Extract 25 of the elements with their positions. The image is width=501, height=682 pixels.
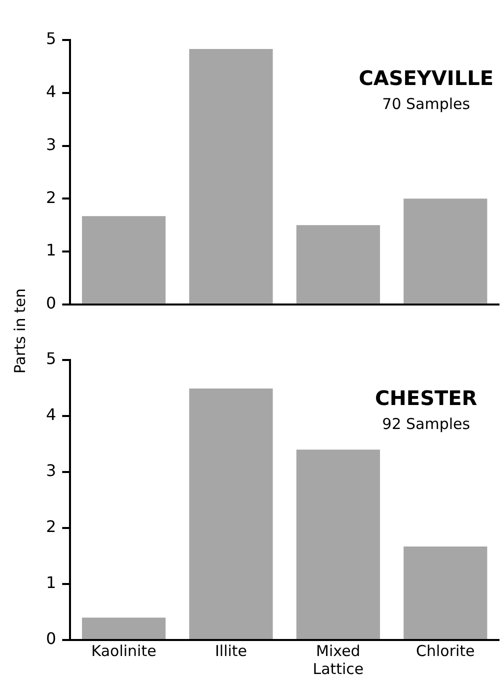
- y-axis-title: Parts in ten: [11, 287, 29, 376]
- bar: [296, 450, 380, 639]
- y-tick-label: 5: [46, 349, 56, 368]
- bar: [189, 388, 273, 639]
- y-tick-label: 1: [46, 573, 56, 592]
- y-tick-label: 2: [46, 188, 56, 207]
- y-tick-label: 0: [46, 294, 56, 313]
- text: CHESTER: [375, 386, 478, 410]
- bar: [404, 546, 488, 639]
- x-tick-label: Mixed Lattice: [312, 642, 364, 678]
- y-tick-label: 4: [46, 405, 56, 424]
- text: CASEYVILLE: [358, 66, 494, 90]
- x-tick-label: Illite: [214, 642, 248, 660]
- x-tick-label: Kaolinite: [91, 642, 156, 660]
- x-tick-label: Chlorite: [416, 642, 475, 660]
- y-tick-label: 0: [46, 629, 56, 648]
- y-tick-label: 3: [46, 461, 56, 480]
- text: 70 Samples: [382, 94, 470, 113]
- y-tick-label: 5: [46, 29, 56, 48]
- bar: [82, 618, 166, 639]
- y-tick-label: 1: [46, 240, 56, 260]
- y-tick-label: 4: [46, 82, 56, 102]
- text: 92 Samples: [382, 414, 470, 433]
- y-tick-label: 3: [46, 134, 56, 154]
- y-tick-label: 2: [46, 517, 56, 536]
